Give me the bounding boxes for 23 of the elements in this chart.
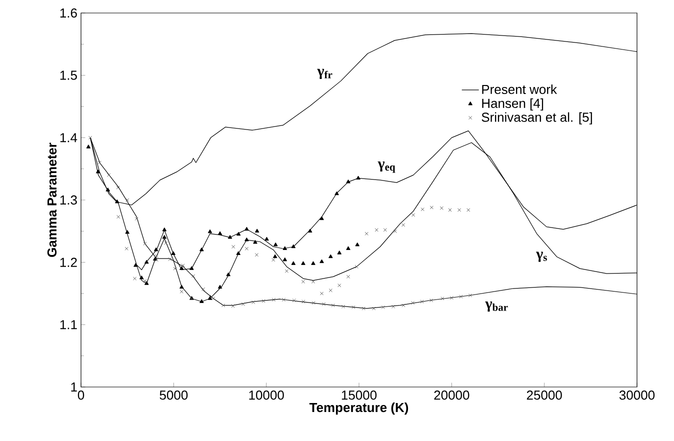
annotation: γ$_{bar}$ bbox=[485, 302, 508, 312]
x-tick-label: 30000 bbox=[619, 390, 655, 400]
y-axis-title: Gamma Parameter bbox=[47, 142, 57, 257]
legend-label: Srinivasan et al. [5] bbox=[482, 112, 592, 124]
y-tick-label: 1.6 bbox=[60, 8, 77, 18]
annotation: γ$_{eq}$ bbox=[378, 161, 396, 173]
annotation: γ$_{s}$ bbox=[536, 252, 547, 262]
x-axis-title: Temperature (K) bbox=[309, 402, 408, 415]
y-tick-label: 1.4 bbox=[60, 133, 78, 142]
y-tick-label: 1.5 bbox=[60, 70, 77, 80]
y-tick-label: 1 bbox=[71, 382, 77, 392]
annotation: γ$_{fr}$ bbox=[317, 68, 332, 79]
y-tick-label: 1.2 bbox=[60, 258, 77, 267]
legend-label: Hansen [4] bbox=[482, 98, 544, 111]
x-tick-label: 15000 bbox=[342, 390, 377, 400]
x-tick-label: 25000 bbox=[526, 390, 562, 400]
x-tick-label: 10000 bbox=[249, 390, 284, 400]
x-tick-label: 20000 bbox=[434, 390, 470, 400]
y-tick-label: 1.1 bbox=[60, 320, 77, 330]
x-tick-label: 0 bbox=[78, 390, 84, 400]
legend-label: Present work bbox=[482, 84, 557, 94]
x-tick-label: 5000 bbox=[160, 390, 188, 400]
y-tick-label: 1.3 bbox=[60, 195, 77, 205]
